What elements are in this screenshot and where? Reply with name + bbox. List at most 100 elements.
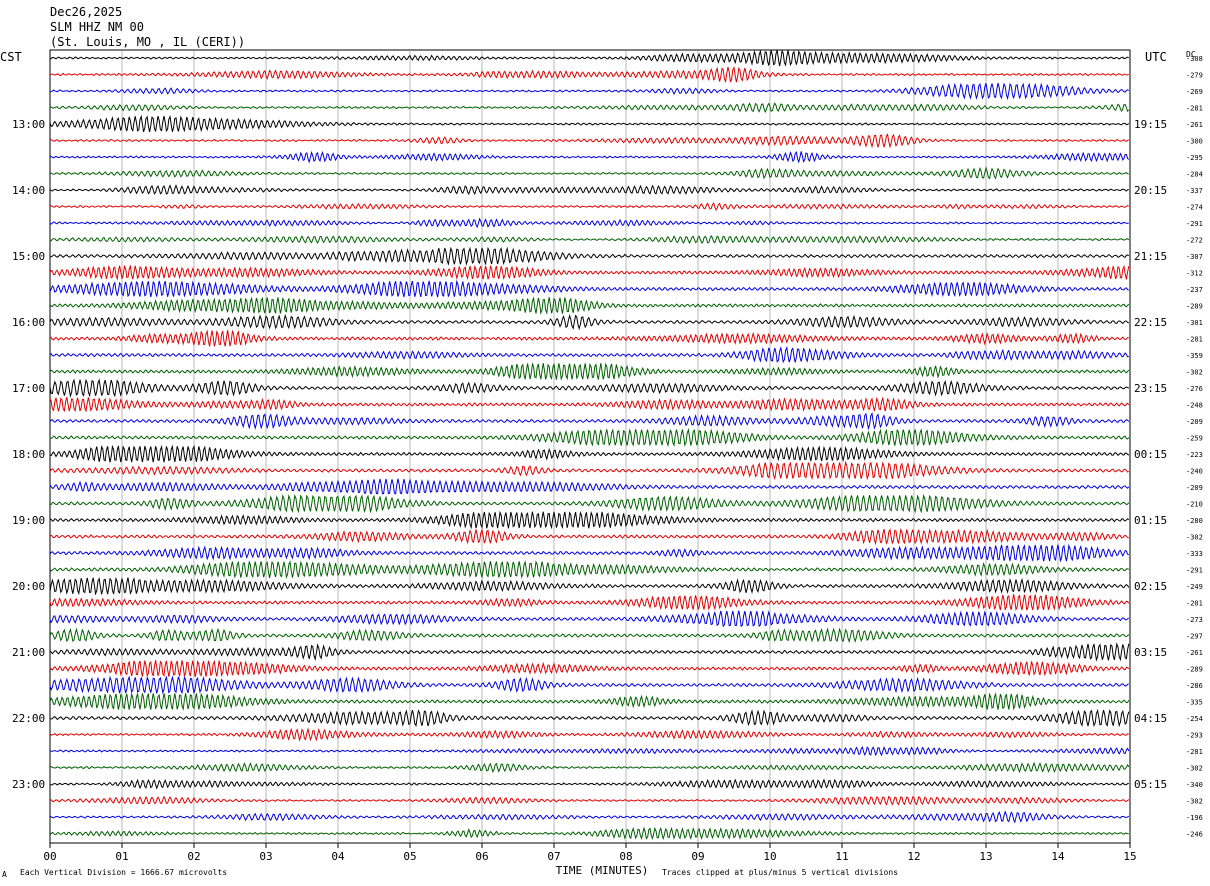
cst-time-label: 13:00 [12,118,45,131]
trace-18 [49,345,1130,364]
cst-time-label: 20:00 [12,580,45,593]
dc-offset-label: -261 [1186,121,1203,129]
dc-offset-label: -291 [1186,220,1203,228]
right-zone-label: UTC [1145,50,1167,64]
cst-time-label: 19:00 [12,514,45,527]
header-station: SLM HHZ NM 00 [50,20,144,34]
trace-36 [49,642,1130,662]
cst-time-label: 18:00 [12,448,45,461]
trace-35 [49,627,1130,644]
trace-47 [49,826,1129,841]
dc-offset-label: -210 [1186,501,1203,509]
dc-offset-label: -337 [1186,187,1203,195]
trace-42 [49,745,1130,757]
dc-offset-label: -281 [1186,748,1203,756]
x-tick-label: 11 [835,850,848,863]
cst-time-label: 16:00 [12,316,45,329]
cst-time-label: 21:00 [12,646,45,659]
x-tick-label: 06 [475,850,488,863]
dc-offset-label: -254 [1186,715,1203,723]
cst-time-label: 14:00 [12,184,45,197]
dc-offset-label: -209 [1186,484,1203,492]
trace-37 [49,659,1130,678]
footer-corner-mark: A [2,870,7,879]
trace-9 [49,202,1129,211]
dc-offset-label: -281 [1186,336,1203,344]
dc-offset-label: -286 [1186,682,1203,690]
dc-offset-label: -300 [1186,138,1203,146]
trace-29 [49,528,1129,546]
utc-time-label: 04:15 [1134,712,1167,725]
trace-30 [49,543,1129,563]
dc-offset-label: -201 [1186,600,1203,608]
footer-clipping-note: Traces clipped at plus/minus 5 vertical … [662,868,899,877]
x-tick-label: 09 [691,850,704,863]
dc-offset-label: -308 [1186,55,1203,63]
x-tick-label: 03 [259,850,272,863]
trace-45 [49,795,1130,806]
dc-offset-label: -281 [1186,105,1203,113]
trace-44 [49,778,1129,790]
dc-offset-label: -291 [1186,567,1203,575]
dc-offset-label: -261 [1186,649,1203,657]
trace-32 [49,576,1130,596]
trace-39 [49,692,1130,711]
utc-time-label: 05:15 [1134,778,1167,791]
dc-offset-label: -284 [1186,171,1203,179]
plot-frame [49,49,1131,844]
utc-time-label: 19:15 [1134,118,1167,131]
trace-12 [49,246,1130,266]
dc-offset-label: -302 [1186,765,1203,773]
cst-time-label: 23:00 [12,778,45,791]
trace-28 [49,510,1130,530]
dc-offset-label: -293 [1186,732,1203,740]
x-tick-label: 12 [907,850,920,863]
trace-2 [49,82,1130,101]
x-axis-label: TIME (MINUTES) [556,864,649,877]
trace-17 [49,329,1129,347]
trace-3 [49,102,1130,114]
dc-offset-label: -196 [1186,814,1203,822]
dc-offset-label: -272 [1186,237,1203,245]
dc-offset-label: -273 [1186,616,1203,624]
dc-label: DC [1186,50,1196,59]
trace-8 [49,184,1129,196]
utc-time-label: 22:15 [1134,316,1167,329]
cst-time-label: 22:00 [12,712,45,725]
header-location: (St. Louis, MO , IL (CERI)) [50,35,246,49]
dc-offset-label: -276 [1186,385,1203,393]
x-tick-label: 10 [763,850,776,863]
trace-1 [49,66,1129,84]
dc-offset-label: -223 [1186,451,1203,459]
trace-33 [49,594,1130,612]
trace-40 [49,708,1130,728]
x-tick-label: 07 [547,850,560,863]
dc-offset-label: -289 [1186,666,1203,674]
trace-27 [49,493,1130,514]
dc-offset-label: -301 [1186,319,1203,327]
trace-24 [49,444,1130,463]
trace-10 [49,217,1130,229]
trace-31 [49,560,1130,580]
header-date: Dec26,2025 [50,5,123,19]
dc-offset-label: -279 [1186,72,1203,80]
cst-time-label: 15:00 [12,250,45,263]
utc-time-label: 20:15 [1134,184,1167,197]
left-zone-label: CST [0,50,22,64]
cst-time-label: 17:00 [12,382,45,395]
dc-offset-label: -289 [1186,303,1203,311]
x-tick-label: 08 [619,850,632,863]
trace-22 [49,412,1130,431]
trace-43 [49,761,1130,774]
trace-21 [49,396,1130,413]
utc-time-label: 23:15 [1134,382,1167,395]
dc-offset-label: -359 [1186,352,1203,360]
dc-offset-label: -240 [1186,468,1203,476]
trace-13 [49,264,1130,281]
dc-offset-label: -297 [1186,633,1203,641]
footer-vertical-division-note: Each Vertical Division = 1666.67 microvo… [20,868,228,877]
dc-offset-label: -333 [1186,550,1203,558]
utc-time-label: 02:15 [1134,580,1167,593]
trace-16 [49,313,1129,331]
